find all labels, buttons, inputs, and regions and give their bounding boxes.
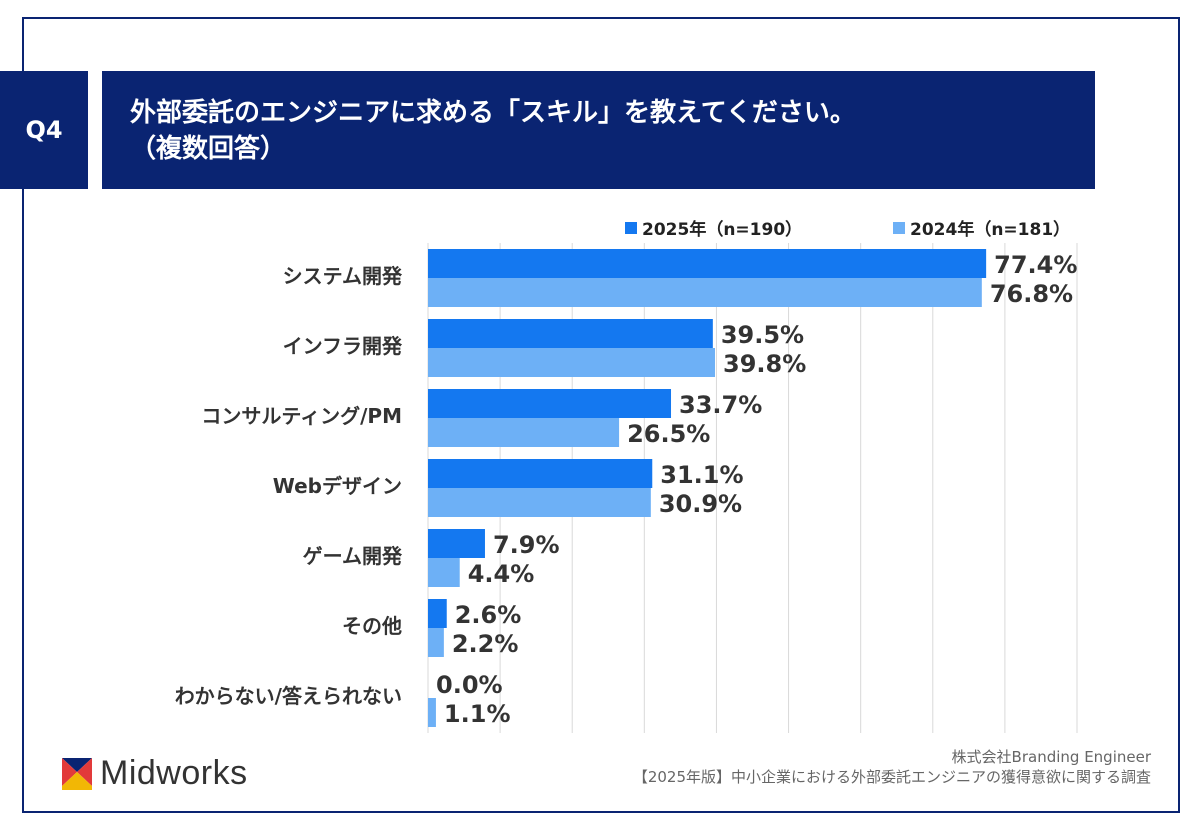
legend-label-2024: 2024年（n=181） [910,220,1071,240]
bar-2025 [428,529,485,558]
data-label: 76.8% [990,280,1073,308]
bar-2025 [428,389,672,418]
data-label: 77.4% [994,251,1077,279]
legend-swatch-2024 [893,221,905,234]
bar-2024 [428,278,982,307]
legend-label-2025: 2025年（n=190） [642,220,803,240]
data-label: 39.8% [723,350,806,378]
bar-2024 [428,558,460,587]
data-label: 31.1% [660,461,743,489]
midworks-logo-icon [62,757,92,790]
legend-item-2025: 2025年（n=190） [625,215,802,240]
data-label: 30.9% [659,490,742,518]
data-label: 2.6% [455,601,522,629]
data-label: 1.1% [444,700,511,728]
data-label: 33.7% [679,391,762,419]
bar-2024 [428,348,716,377]
midworks-logo: Midworks [62,754,248,793]
legend-swatch-2025 [625,221,637,234]
data-label: 7.9% [493,531,560,559]
bar-2025 [428,319,713,348]
category-label: インフラ開発 [283,334,403,358]
data-label: 26.5% [627,420,710,448]
bar-2024 [428,698,436,727]
category-label: その他 [342,614,402,638]
bar-2024 [428,628,444,657]
chart-frame [22,17,1180,813]
midworks-logo-text: Midworks [100,754,248,792]
bar-2025 [428,249,987,278]
bar-2024 [428,488,651,517]
chart-title: 外部委託のエンジニアに求める「スキル」を教えてください。 [130,98,856,128]
category-label: Webデザイン [273,474,402,498]
category-label: コンサルティング/PM [201,404,402,428]
legend-item-2024: 2024年（n=181） [893,215,1070,240]
footer-credit: 株式会社Branding Engineer 【2025年版】中小企業における外部… [633,747,1151,787]
bar-2024 [428,418,620,447]
title-bar [102,71,1095,189]
category-label: わからない/答えられない [175,684,402,708]
bar-2025 [428,459,653,488]
data-label: 2.2% [452,630,519,658]
data-label: 0.0% [436,671,503,699]
footer-company: 株式会社Branding Engineer [951,748,1151,766]
data-label: 4.4% [468,560,535,588]
category-label: ゲーム開発 [303,544,403,568]
category-label: システム開発 [283,264,403,288]
question-tag-label: Q4 [25,116,63,144]
bar-2025 [428,599,447,628]
data-label: 39.5% [721,321,804,349]
question-tag: Q4 [0,71,88,189]
chart-subtitle: （複数回答） [130,134,287,164]
footer-report-title: 【2025年版】中小企業における外部委託エンジニアの獲得意欲に関する調査 [632,768,1151,786]
